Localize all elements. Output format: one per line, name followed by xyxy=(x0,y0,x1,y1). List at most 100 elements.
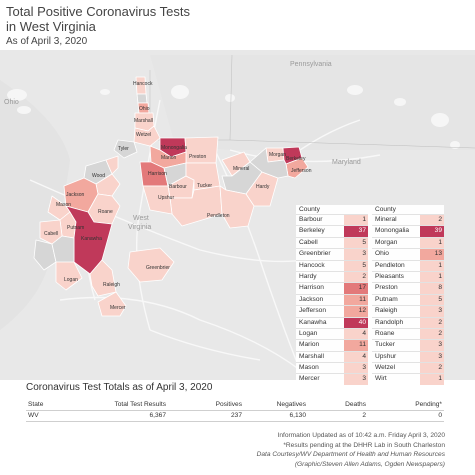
county-row-wirt: Wirt 1 xyxy=(372,373,444,385)
county-label-marshall: Marshall xyxy=(134,118,153,124)
county-row-name: Jackson xyxy=(299,295,324,303)
county-table-header-left: County xyxy=(299,206,320,213)
county-label-hardy: Hardy xyxy=(256,184,270,190)
county-row-count: 1 xyxy=(420,271,444,283)
county-hampshire[interactable] xyxy=(249,147,289,179)
county-row-upshur: Upshur 3 xyxy=(372,350,444,363)
county-tyler[interactable] xyxy=(113,139,138,159)
county-row-mineral: Mineral 2 xyxy=(372,214,444,226)
county-row-count: 3 xyxy=(344,374,368,385)
county-row-putnam: Putnam 5 xyxy=(372,293,444,306)
county-pendleton[interactable] xyxy=(219,185,255,229)
county-row-count: 37 xyxy=(344,226,368,237)
county-row-name: Jefferson xyxy=(299,307,327,315)
county-row-count: 5 xyxy=(344,260,368,271)
county-row-preston: Preston 8 xyxy=(372,282,444,294)
map-label-maryland: Maryland xyxy=(332,159,361,166)
county-label-logan: Logan xyxy=(64,277,78,283)
totals-header-negatives: Negatives xyxy=(276,401,306,408)
county-label-morgan: Morgan xyxy=(269,152,286,158)
page-title: Total Positive Coronavirus Tests in West… xyxy=(6,4,190,34)
footer-data-credit: Data Courtesy/WV Department of Health an… xyxy=(256,451,445,458)
county-brooke[interactable] xyxy=(136,93,148,104)
county-label-greenbrier: Greenbrier xyxy=(146,265,170,271)
county-shapes[interactable] xyxy=(33,76,309,317)
county-greenbrier[interactable] xyxy=(127,247,175,283)
county-row-name: Upshur xyxy=(375,352,397,360)
county-row-count: 1 xyxy=(420,237,444,249)
county-row-hardy: Hardy 2 xyxy=(296,270,368,283)
county-row-monongalia: Monongalia 39 xyxy=(372,225,444,237)
county-label-mercer: Mercer xyxy=(110,305,126,311)
county-row-count: 2 xyxy=(420,328,444,340)
county-row-name: Pleasants xyxy=(375,272,404,280)
county-row-jackson: Jackson 11 xyxy=(296,293,368,306)
county-row-name: Pendleton xyxy=(375,261,405,269)
totals-header-pending: Pending* xyxy=(415,401,442,408)
county-row-name: Kanawha xyxy=(299,318,327,326)
county-row-name: Marshall xyxy=(299,352,324,360)
footer-notes: Information Updated as of 10:42 a.m. Fri… xyxy=(257,431,445,469)
county-row-count: 40 xyxy=(344,317,368,328)
totals-title: Coronavirus Test Totals as of April 3, 2… xyxy=(26,382,213,393)
county-label-raleigh: Raleigh xyxy=(103,282,120,288)
county-row-harrison: Harrison 17 xyxy=(296,282,368,294)
county-label-tyler: Tyler xyxy=(118,146,129,152)
county-upshur[interactable] xyxy=(142,185,173,215)
totals-header-state: State xyxy=(28,401,44,408)
county-row-ohio: Ohio 13 xyxy=(372,248,444,260)
totals-header-row: State Total Test Results Positives Negat… xyxy=(26,399,444,411)
map-label-ohio: Ohio xyxy=(4,99,19,106)
county-row-name: Harrison xyxy=(299,284,324,292)
county-row-count: 1 xyxy=(420,260,444,271)
title-line-2: in West Virginia xyxy=(6,19,96,34)
county-row-pendleton: Pendleton 1 xyxy=(372,259,444,271)
county-row-randolph: Randolph 2 xyxy=(372,316,444,328)
county-row-count: 1 xyxy=(420,374,444,385)
county-row-count: 8 xyxy=(420,283,444,294)
county-row-count: 5 xyxy=(344,237,368,249)
county-row-count: 4 xyxy=(344,351,368,363)
page-subtitle: As of April 3, 2020 xyxy=(6,36,88,47)
county-row-cabell: Cabell 5 xyxy=(296,236,368,249)
county-row-tucker: Tucker 3 xyxy=(372,339,444,351)
county-row-barbour: Barbour 1 xyxy=(296,214,368,226)
totals-data-row: WV 6,367 237 6,130 2 0 xyxy=(26,410,444,422)
totals-deaths: 2 xyxy=(362,412,366,419)
county-wayne[interactable] xyxy=(33,239,57,271)
totals-state: WV xyxy=(28,412,39,419)
totals-header-positives: Positives xyxy=(215,401,242,408)
county-row-name: Tucker xyxy=(375,341,395,349)
county-logan[interactable] xyxy=(55,261,83,291)
map-label-west: West xyxy=(133,215,149,222)
county-row-count: 1 xyxy=(344,215,368,226)
county-table-right-rows: Mineral 2 Monongalia 39 Morgan 1 Ohio 13 Pendlet… xyxy=(372,214,444,385)
urban-areas xyxy=(7,85,460,149)
county-label-hancock: Hancock xyxy=(133,81,153,87)
map-label-virginia: Virginia xyxy=(128,224,151,231)
county-row-name: Hardy xyxy=(299,272,317,280)
county-label-monongalia: Monongalia xyxy=(161,145,187,151)
county-label-jackson: Jackson xyxy=(66,192,85,198)
county-label-ohio: Ohio xyxy=(139,106,150,112)
totals-header-deaths: Deaths xyxy=(345,401,366,408)
totals-negatives: 6,130 xyxy=(289,412,306,419)
county-label-wood: Wood xyxy=(92,173,105,179)
totals-positives: 237 xyxy=(230,412,242,419)
county-row-count: 2 xyxy=(420,317,444,328)
totals-header-total-test-results: Total Test Results xyxy=(114,401,166,408)
county-row-kanawha: Kanawha 40 xyxy=(296,316,368,328)
footer-updated: Information Updated as of 10:42 a.m. Fri… xyxy=(277,432,445,439)
county-pleasants[interactable] xyxy=(105,155,119,175)
county-row-name: Barbour xyxy=(299,216,323,223)
county-label-wetzel: Wetzel xyxy=(136,132,151,138)
county-row-name: Randolph xyxy=(375,318,404,326)
county-row-wetzel: Wetzel 2 xyxy=(372,362,444,374)
county-row-logan: Logan 4 xyxy=(296,327,368,340)
county-row-count: 39 xyxy=(420,226,444,237)
county-row-count: 17 xyxy=(344,283,368,294)
county-row-name: Wirt xyxy=(375,375,387,383)
ohio-land xyxy=(0,80,70,330)
county-row-count: 3 xyxy=(344,249,368,260)
county-mercer[interactable] xyxy=(97,291,127,317)
